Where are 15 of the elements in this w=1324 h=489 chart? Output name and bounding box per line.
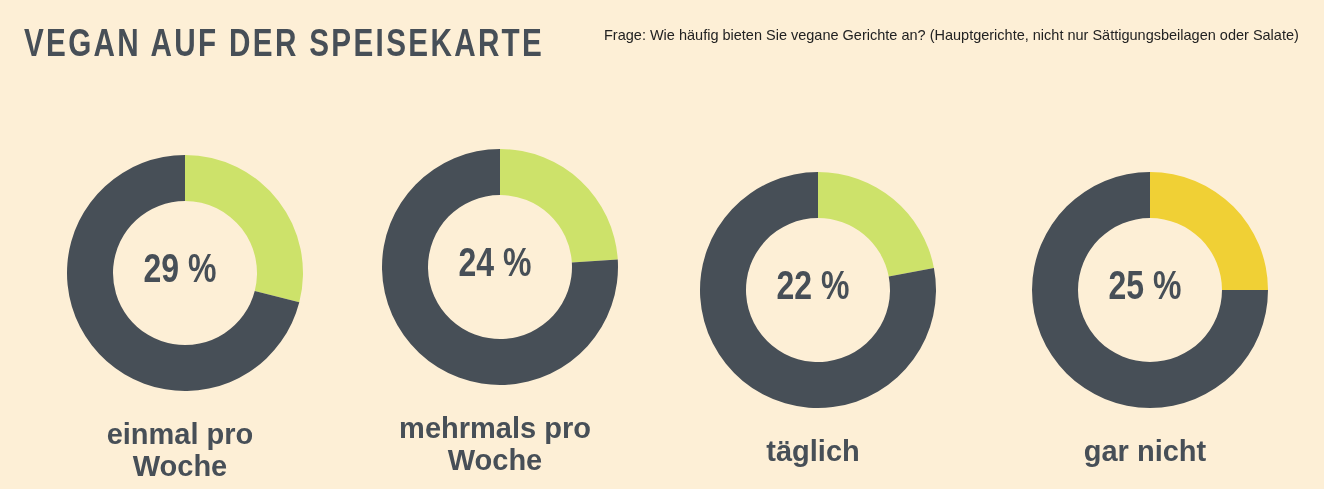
donut-slice xyxy=(185,155,303,303)
text: 29 % xyxy=(142,246,218,291)
text: VEGAN AUF DER SPEISEKARTE xyxy=(24,22,545,65)
donut-slice xyxy=(382,149,618,385)
text: Frage: Wie häufig bieten Sie vegane Gerichte an? (Hauptgerichte, nicht nur Sättigungsbeilagen oder Salate) xyxy=(604,27,1299,43)
donut-slice xyxy=(67,155,300,391)
donut-slice xyxy=(1032,172,1268,408)
donut-slice xyxy=(700,172,936,408)
text: mehrmals pro Woche xyxy=(398,412,592,476)
text: täglich xyxy=(765,435,861,467)
text: 22 % xyxy=(775,263,851,308)
text: gar nicht xyxy=(1082,435,1208,467)
text: 24 % xyxy=(457,240,533,285)
text: 25 % xyxy=(1107,263,1183,308)
text: einmal pro Woche xyxy=(105,418,255,482)
